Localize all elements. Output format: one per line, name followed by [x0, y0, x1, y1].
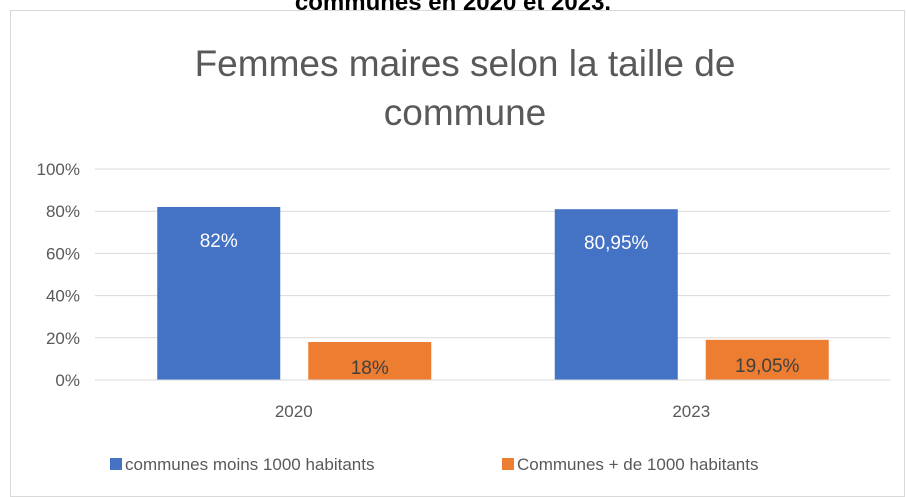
data-label: 82% [200, 231, 238, 252]
x-tick-label: 2023 [672, 402, 710, 421]
y-tick-label: 100% [37, 160, 80, 179]
data-label: 19,05% [735, 356, 800, 377]
y-tick-label: 80% [46, 202, 80, 221]
bar [705, 339, 829, 380]
x-tick-label: 2020 [275, 402, 313, 421]
chart-title: commune [384, 92, 546, 133]
y-tick-label: 60% [46, 244, 80, 263]
bar [308, 342, 432, 380]
legend-label: communes moins 1000 habitants [125, 455, 374, 474]
chart-title: Femmes maires selon la taille de [195, 43, 736, 84]
bar [554, 209, 678, 380]
legend-swatch [502, 458, 514, 470]
heading: communes en 2020 et 2023. [295, 0, 611, 16]
y-tick-label: 40% [46, 287, 80, 306]
bar [157, 206, 281, 380]
legend-swatch [110, 458, 122, 470]
data-label: 80,95% [584, 233, 649, 254]
legend-label: Communes + de 1000 habitants [517, 455, 758, 474]
y-tick-label: 20% [46, 329, 80, 348]
y-tick-label: 0% [55, 371, 80, 390]
data-label: 18% [351, 358, 389, 379]
